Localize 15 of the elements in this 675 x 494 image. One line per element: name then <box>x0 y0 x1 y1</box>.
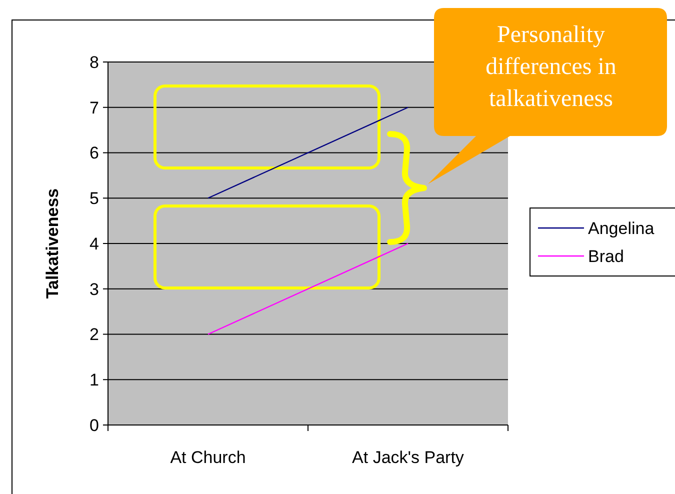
annotation: Personality differences in talkativeness <box>486 22 616 112</box>
y-tick-label: 4 <box>90 234 99 254</box>
y-axis-title: Talkativeness <box>43 188 62 299</box>
x-tick-label: At Church <box>170 448 246 467</box>
legend-label: Brad <box>588 246 624 266</box>
y-tick-label: 2 <box>90 325 99 344</box>
y-tick-label: 0 <box>90 416 99 435</box>
x-tick-label: At Jack's Party <box>352 448 464 467</box>
y-tick-label: 5 <box>90 189 99 208</box>
y-tick-label: 3 <box>90 280 99 299</box>
y-tick-label: 6 <box>90 144 99 163</box>
legend-label: Angelina <box>588 218 655 238</box>
y-tick-label: 1 <box>90 370 99 390</box>
y-tick-label: 8 <box>90 52 99 72</box>
y-tick-label: 7 <box>90 98 99 118</box>
